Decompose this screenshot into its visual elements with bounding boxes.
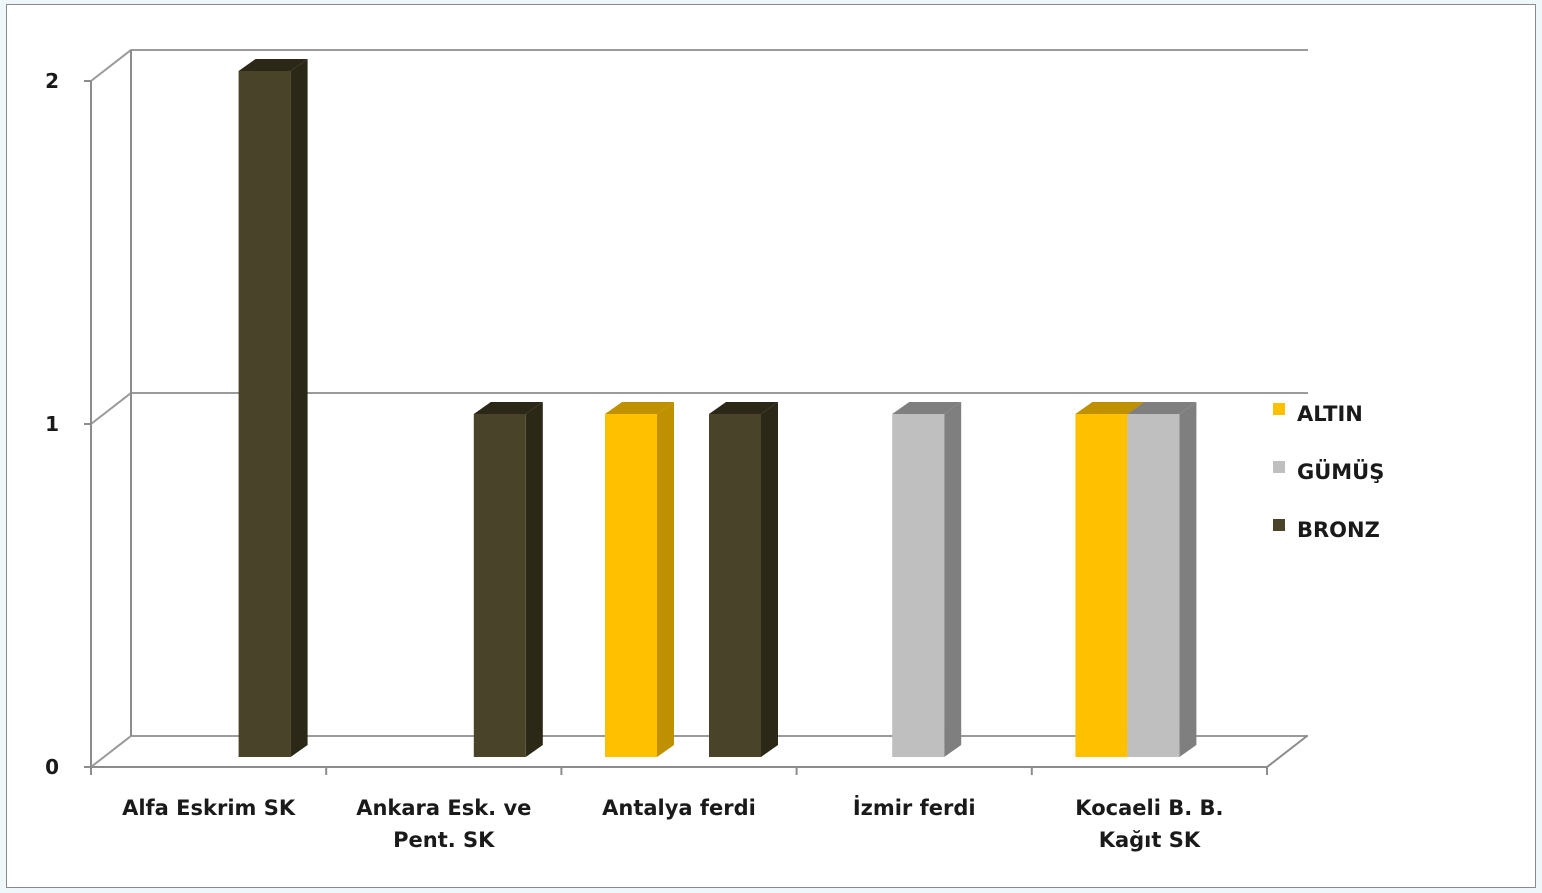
chart-frame: 0 1 2 Alfa Eskrim SK Ankara Esk. ve Pent. SK A…: [6, 4, 1536, 888]
bar-gumus-izmir-ferdi: [892, 414, 945, 757]
bar-gumus-izmir-ferdi-top: [892, 402, 962, 414]
x-category-label-ankara-esk-ve-pent-sk: Ankara Esk. ve Pent. SK: [356, 796, 531, 852]
legend-label-altin: ALTIN: [1297, 402, 1363, 426]
x-category-label-kocaeli-b-b-kagit-sk: Kocaeli B. B. Kağıt SK: [1075, 796, 1223, 852]
bar-altin-kocaeli-b-b-kagit-sk-top: [1075, 402, 1145, 414]
y-tick-label-2: 2: [45, 69, 59, 93]
legend-swatch-gumus: [1273, 461, 1285, 473]
bar-bronz-antalya-ferdi-side: [761, 402, 778, 757]
legend-swatch-altin: [1273, 403, 1285, 415]
bar-altin-kocaeli-b-b-kagit-sk: [1075, 414, 1128, 757]
bar-bronz-ankara-esk-ve-pent-sk-top: [473, 402, 543, 414]
bar-chart: 0 1 2 Alfa Eskrim SK Ankara Esk. ve Pent. SK A…: [45, 49, 1384, 852]
legend-label-gumus: GÜMÜŞ: [1297, 459, 1384, 484]
bar-bronz-ankara-esk-ve-pent-sk-side: [525, 402, 543, 757]
bar-bronz-alfa-eskrim-sk-top: [238, 59, 308, 71]
bar-altin-antalya-ferdi-side: [657, 402, 674, 757]
bar-gumus-kocaeli-b-b-kagit-sk-top: [1127, 402, 1197, 414]
bar-altin-antalya-ferdi: [605, 414, 657, 757]
x-category-label-izmir-ferdi: İzmir ferdi: [853, 795, 976, 820]
x-category-label-alfa-eskrim-sk: Alfa Eskrim SK: [122, 796, 296, 820]
bar-gumus-kocaeli-b-b-kagit-sk: [1127, 414, 1180, 757]
x-category-label-antalya-ferdi: Antalya ferdi: [602, 796, 756, 820]
bar-bronz-alfa-eskrim-sk: [238, 71, 291, 757]
legend-swatch-bronz: [1273, 519, 1285, 531]
y-tick-label-1: 1: [45, 412, 59, 436]
bar-bronz-alfa-eskrim-sk-side: [290, 59, 308, 757]
bar-bronz-antalya-ferdi-top: [709, 402, 778, 414]
bar-gumus-izmir-ferdi-side: [944, 402, 962, 757]
bar-altin-antalya-ferdi-top: [605, 402, 674, 414]
bar-gumus-kocaeli-b-b-kagit-sk-side: [1179, 402, 1197, 757]
legend-label-bronz: BRONZ: [1297, 518, 1380, 542]
y-tick-label-0: 0: [45, 755, 59, 779]
bar-bronz-antalya-ferdi: [709, 414, 761, 757]
bar-bronz-ankara-esk-ve-pent-sk: [473, 414, 526, 757]
floor-right-edge: [1266, 735, 1308, 768]
